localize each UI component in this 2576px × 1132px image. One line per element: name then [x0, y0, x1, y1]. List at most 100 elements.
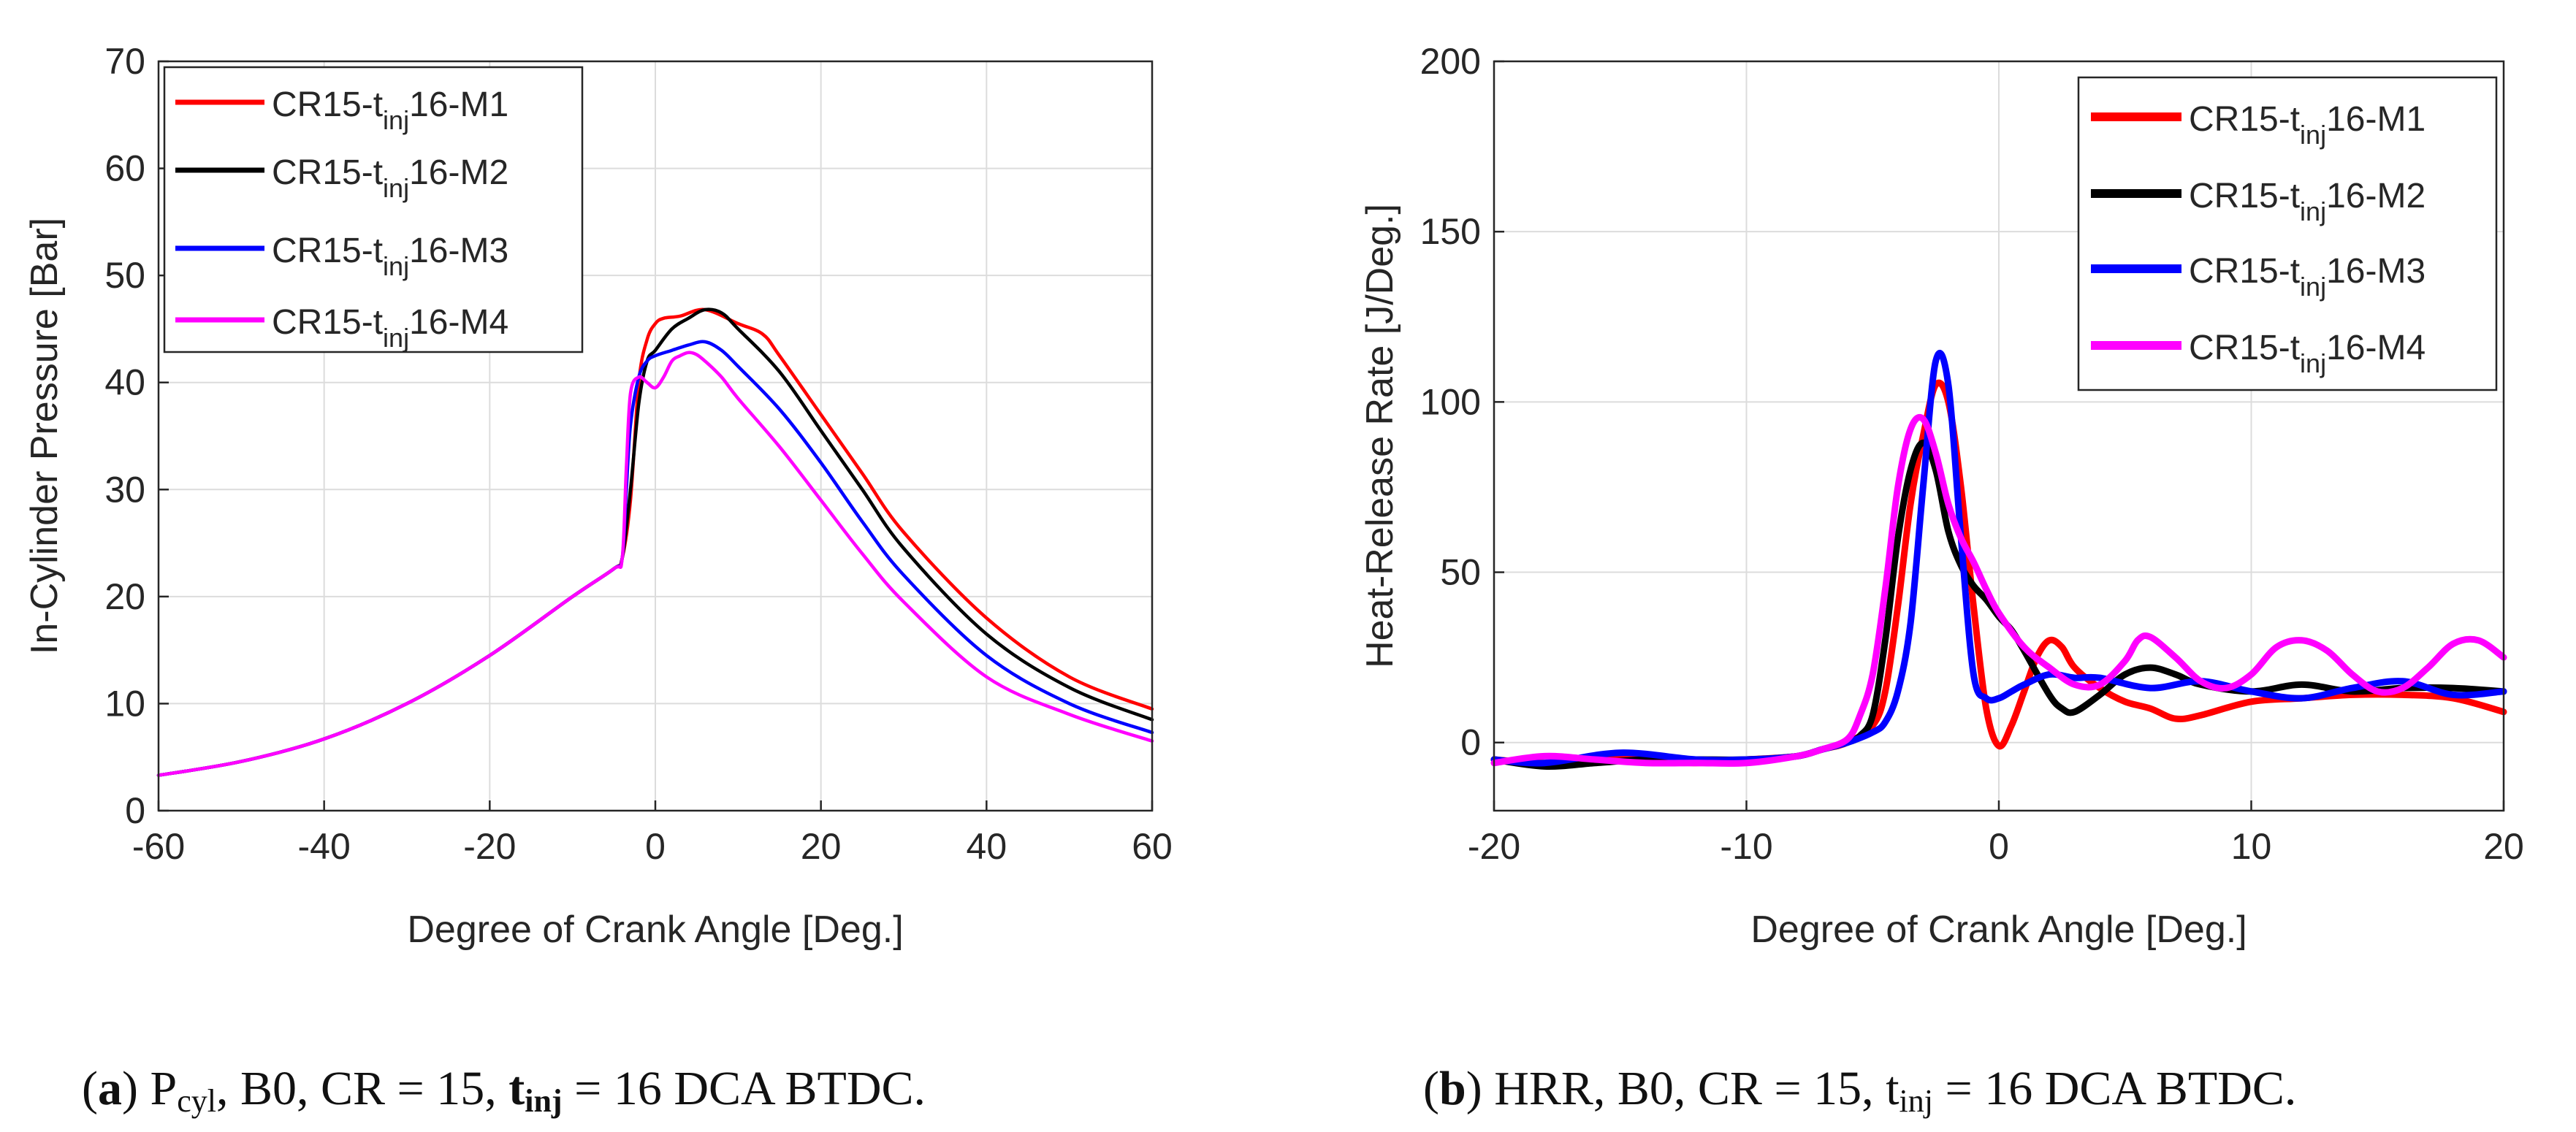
legend-label-end: 16-M2	[409, 153, 508, 192]
x-tick-label-a: 20	[801, 826, 842, 867]
y-tick-label-a: 10	[104, 683, 145, 724]
y-tick-label-b: 100	[1420, 381, 1481, 422]
legend-entry-a-3: CR15-tinj16-M3	[175, 232, 508, 281]
x-axis-label-a: Degree of Crank Angle [Deg.]	[407, 909, 903, 951]
x-tick-label-b: 0	[1989, 826, 2009, 867]
y-axis-label-b: Heat-Release Rate [J/Deg.]	[1359, 204, 1401, 668]
caption-label: a	[98, 1062, 122, 1115]
caption-b: (b) HRR, B0, CR = 15, tinj = 16 DCA BTDC…	[1423, 1062, 2296, 1119]
caption-post: = 16 DCA BTDC.	[563, 1062, 926, 1115]
caption-a: (a) Pcyl, B0, CR = 15, tinj = 16 DCA BTD…	[82, 1062, 926, 1119]
legend-label-end: 16-M4	[409, 303, 508, 342]
legend-label-a-3: CR15-tinj16-M3	[272, 232, 508, 281]
legend-entry-b-3: CR15-tinj16-M3	[2091, 252, 2426, 302]
tick-labels-a: -60 -40 -20 0 20 40 60 0 10 20 30 40 50 60 70	[104, 41, 1172, 867]
y-tick-label-b: 0	[1460, 722, 1481, 763]
caption-sub: cyl	[177, 1083, 216, 1119]
series-lines-b	[1490, 350, 2507, 770]
legend-label-b-1: CR15-tinj16-M1	[2189, 100, 2426, 150]
legend-label-a-1: CR15-tinj16-M1	[272, 85, 508, 135]
y-tick-label-a: 40	[104, 362, 145, 403]
legend-b: CR15-tinj16-M1 CR15-tinj16-M2 CR15-tinj1…	[2077, 76, 2498, 391]
caption-tvar: t	[1886, 1062, 1899, 1115]
legend-label-b-4: CR15-tinj16-M4	[2189, 329, 2426, 378]
legend-entry-b-1: CR15-tinj16-M1	[2091, 100, 2426, 150]
x-tick-label-a: 60	[1132, 826, 1173, 867]
legend-label-b-2: CR15-tinj16-M2	[2189, 177, 2426, 226]
legend-label-end: 16-M2	[2326, 177, 2426, 215]
legend-label-end: 16-M3	[2326, 252, 2426, 291]
legend-label-sub: inj	[383, 173, 409, 203]
legend-label-main: CR15-t	[272, 85, 383, 124]
legend-label-sub: inj	[383, 251, 409, 281]
legend-label-main: CR15-t	[272, 232, 383, 270]
x-tick-label-a: -60	[132, 826, 185, 867]
caption-close-paren: )	[1466, 1062, 1494, 1115]
series-line-a-4	[156, 351, 1154, 777]
x-axis-label-b: Degree of Crank Angle [Deg.]	[1750, 909, 2247, 951]
legend-label-main: CR15-t	[272, 153, 383, 192]
legend-label-main: CR15-t	[2189, 100, 2300, 139]
x-tick-label-b: 10	[2231, 826, 2272, 867]
legend-label-a-4: CR15-tinj16-M4	[272, 303, 508, 353]
y-tick-label-b: 200	[1420, 41, 1481, 82]
legend-label-sub: inj	[2300, 120, 2326, 150]
x-tick-label-b: 20	[2483, 826, 2524, 867]
legend-label-end: 16-M4	[2326, 329, 2426, 367]
x-tick-label-b: -10	[1720, 826, 1772, 867]
legend-label-main: CR15-t	[2189, 329, 2300, 367]
y-tick-label-a: 30	[104, 469, 145, 510]
x-tick-label-b: -20	[1468, 826, 1520, 867]
legend-label-b-3: CR15-tinj16-M3	[2189, 252, 2426, 302]
legend-a: CR15-tinj16-M1 CR15-tinj16-M2 CR15-tinj1…	[163, 66, 584, 353]
legend-label-sub: inj	[2300, 348, 2326, 378]
legend-entry-a-1: CR15-tinj16-M1	[175, 85, 508, 135]
caption-tsub: inj	[1899, 1083, 1933, 1119]
x-tick-label-a: 0	[645, 826, 666, 867]
y-tick-label-b: 150	[1420, 211, 1481, 252]
caption-tvar: t	[508, 1062, 525, 1115]
caption-post: = 16 DCA BTDC.	[1933, 1062, 2296, 1115]
legend-box-a	[163, 66, 584, 353]
legend-label-end: 16-M1	[2326, 100, 2426, 139]
y-tick-label-a: 50	[104, 255, 145, 296]
legend-label-sub: inj	[383, 105, 409, 135]
series-line-b-4	[1490, 413, 2507, 767]
legend-label-sub: inj	[2300, 196, 2326, 226]
legend-label-sub: inj	[383, 323, 409, 353]
caption-pre: HRR, B0, CR = 15,	[1494, 1062, 1886, 1115]
legend-label-main: CR15-t	[2189, 177, 2300, 215]
legend-entry-b-2: CR15-tinj16-M2	[2091, 177, 2426, 226]
y-tick-label-a: 60	[104, 148, 145, 189]
x-tick-label-a: -20	[463, 826, 516, 867]
caption-open-paren: (	[82, 1062, 98, 1115]
legend-box-b	[2077, 76, 2498, 391]
caption-label: b	[1439, 1062, 1466, 1115]
caption-pre: P	[150, 1062, 177, 1115]
legend-entry-b-4: CR15-tinj16-M4	[2091, 329, 2426, 378]
y-axis-label-a: In-Cylinder Pressure [Bar]	[23, 218, 66, 654]
legend-label-sub: inj	[2300, 272, 2326, 302]
series-lines-a	[156, 307, 1154, 777]
legend-label-a-2: CR15-tinj16-M2	[272, 153, 508, 203]
axes-frame-a	[157, 60, 1154, 812]
y-tick-label-a: 70	[104, 41, 145, 82]
caption-tsub: inj	[525, 1083, 562, 1119]
caption-open-paren: (	[1423, 1062, 1439, 1115]
legend-label-end: 16-M1	[409, 85, 508, 124]
panel-a: -60 -40 -20 0 20 40 60 0 10 20 30 40 50 60 70 Degree o…	[23, 41, 1173, 951]
legend-label-end: 16-M3	[409, 232, 508, 270]
caption-mid: , B0, CR = 15,	[216, 1062, 508, 1115]
axes-frame-b	[1493, 60, 2505, 812]
legend-entry-a-4: CR15-tinj16-M4	[175, 303, 508, 353]
x-tick-label-a: 40	[967, 826, 1007, 867]
x-tick-label-a: -40	[298, 826, 351, 867]
y-tick-label-b: 50	[1440, 552, 1481, 593]
caption-close-paren: )	[122, 1062, 150, 1115]
legend-label-main: CR15-t	[2189, 252, 2300, 291]
y-tick-label-a: 20	[104, 576, 145, 617]
legend-label-main: CR15-t	[272, 303, 383, 342]
